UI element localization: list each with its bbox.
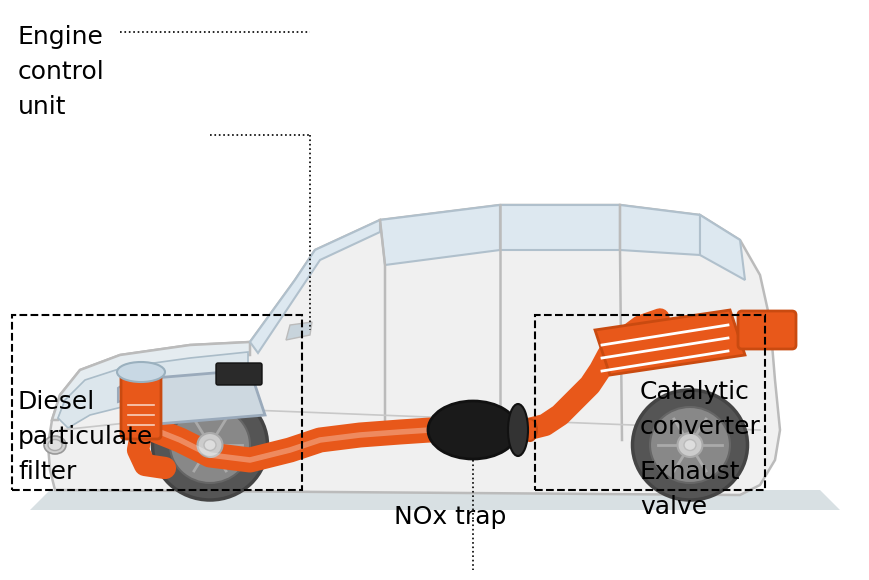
Polygon shape xyxy=(129,370,265,425)
Ellipse shape xyxy=(683,440,695,451)
Ellipse shape xyxy=(152,390,267,500)
Polygon shape xyxy=(380,205,500,265)
Text: valve: valve xyxy=(640,495,706,519)
Ellipse shape xyxy=(522,419,536,441)
Ellipse shape xyxy=(116,362,165,382)
Polygon shape xyxy=(249,220,380,353)
Text: NOx trap: NOx trap xyxy=(394,505,506,529)
Ellipse shape xyxy=(513,420,527,442)
Ellipse shape xyxy=(502,421,516,443)
Polygon shape xyxy=(620,205,700,255)
Ellipse shape xyxy=(649,407,729,483)
Ellipse shape xyxy=(507,404,527,456)
Text: Exhaust: Exhaust xyxy=(640,460,740,484)
Ellipse shape xyxy=(677,433,701,457)
Text: particulate: particulate xyxy=(18,425,153,449)
Polygon shape xyxy=(500,205,620,250)
Ellipse shape xyxy=(197,433,222,457)
Bar xyxy=(534,315,764,490)
Ellipse shape xyxy=(632,390,746,500)
Polygon shape xyxy=(48,205,779,495)
Text: Engine: Engine xyxy=(18,25,103,49)
Text: Catalytic: Catalytic xyxy=(640,380,749,404)
Text: converter: converter xyxy=(640,415,760,439)
FancyBboxPatch shape xyxy=(121,371,161,439)
Polygon shape xyxy=(30,490,839,510)
Polygon shape xyxy=(58,352,248,428)
Bar xyxy=(12,315,302,490)
Ellipse shape xyxy=(428,401,517,459)
Text: unit: unit xyxy=(18,95,66,119)
Polygon shape xyxy=(118,380,129,402)
Polygon shape xyxy=(52,342,249,420)
FancyBboxPatch shape xyxy=(737,311,795,349)
Ellipse shape xyxy=(44,436,66,454)
Ellipse shape xyxy=(48,440,62,451)
Ellipse shape xyxy=(203,440,216,451)
Polygon shape xyxy=(594,310,744,375)
Text: filter: filter xyxy=(18,460,76,484)
Text: control: control xyxy=(18,60,104,84)
Polygon shape xyxy=(700,215,744,280)
Polygon shape xyxy=(286,322,312,340)
Text: Diesel: Diesel xyxy=(18,390,95,414)
Ellipse shape xyxy=(169,407,249,483)
FancyBboxPatch shape xyxy=(216,363,262,385)
